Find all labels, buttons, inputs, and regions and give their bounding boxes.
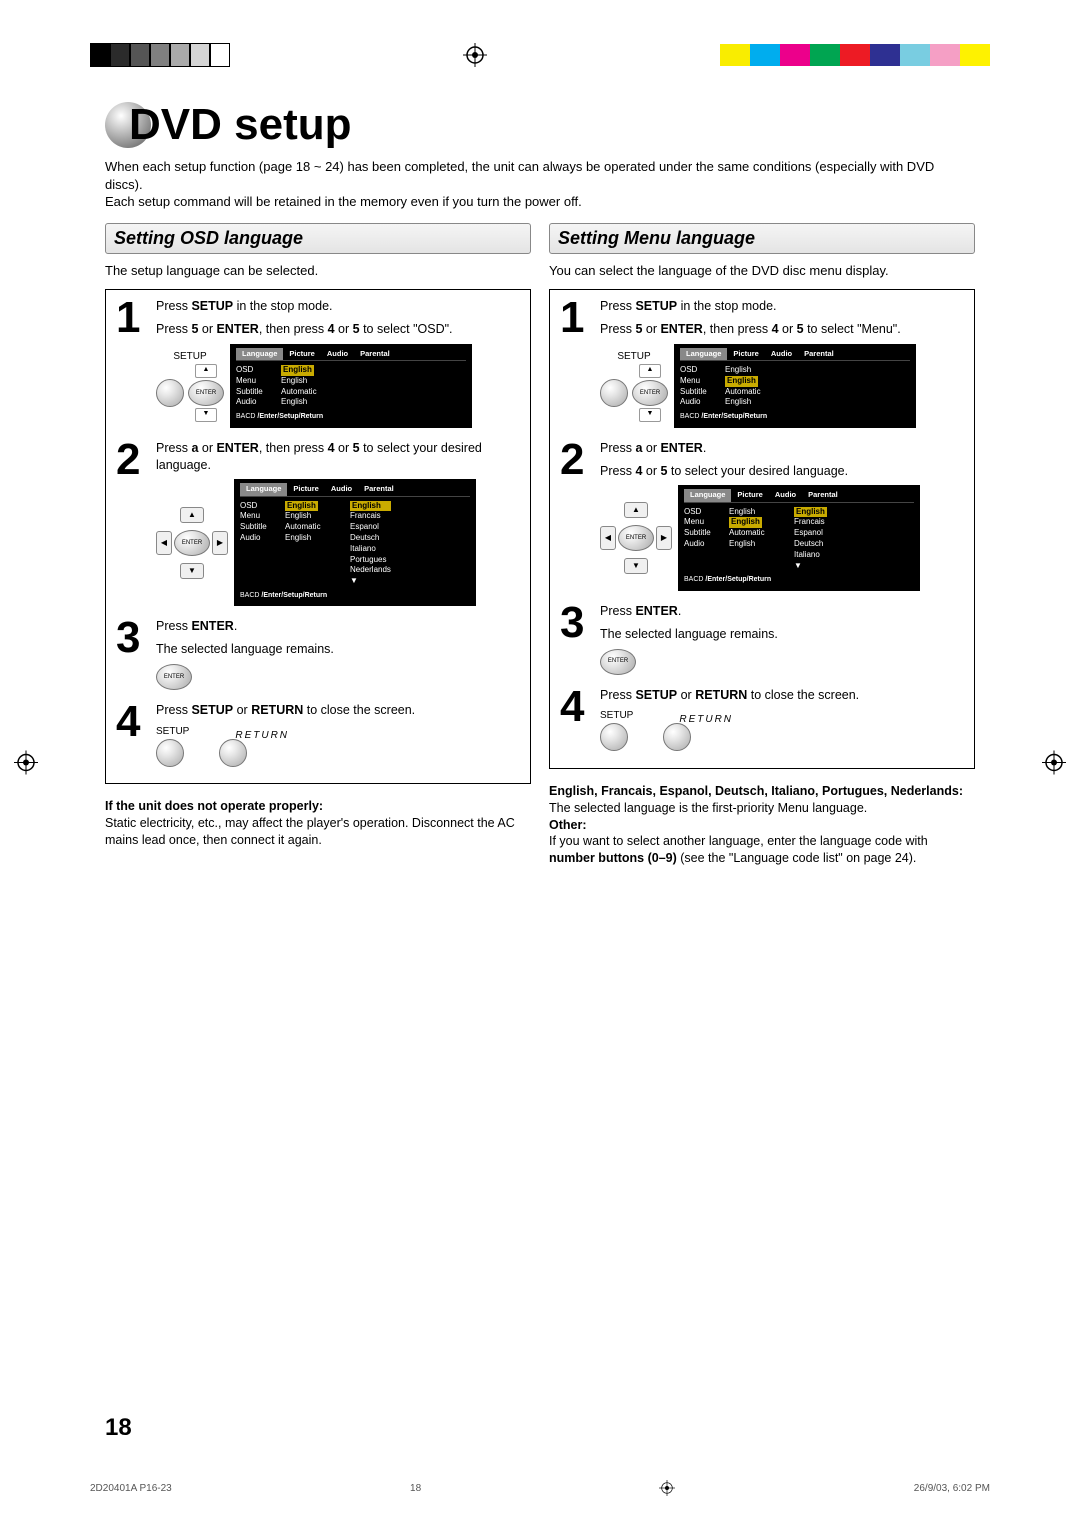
footnote-right: English, Francais, Espanol, Deutsch, Ita… — [549, 783, 975, 867]
registration-mark-top — [463, 43, 487, 67]
step1-line2: Press 5 or ENTER, then press 4 or 5 to s… — [600, 321, 964, 338]
dpad-icon: ▲ ▼ ◀ ▶ ENTER — [600, 502, 672, 574]
section-header-menu: Setting Menu language — [549, 223, 975, 254]
enter-button-icon: ENTER — [632, 380, 668, 406]
step3-line2: The selected language remains. — [600, 626, 964, 643]
step-number: 4 — [116, 702, 156, 771]
footer-meta: 2D20401A P16-23 18 26/9/03, 6:02 PM — [0, 1480, 1080, 1496]
enter-button-icon: ENTER — [188, 380, 224, 406]
setup-button-icon — [156, 379, 184, 407]
return-button-icon — [219, 739, 247, 767]
return-button-icon — [663, 723, 691, 751]
setup-button-icon — [156, 739, 184, 767]
section-sub-menu: You can select the language of the DVD d… — [549, 262, 975, 280]
step2-line1: Press a or ENTER. — [600, 440, 964, 457]
steps-box-menu: 1 Press SETUP in the stop mode. Press 5 … — [549, 289, 975, 769]
intro-text: When each setup function (page 18 ~ 24) … — [105, 158, 975, 211]
step3-line: Press ENTER. — [600, 603, 964, 620]
step4-line: Press SETUP or RETURN to close the scree… — [600, 687, 964, 704]
footer-left: 2D20401A P16-23 — [90, 1483, 172, 1494]
footer-right: 26/9/03, 6:02 PM — [914, 1483, 990, 1494]
page-number: 18 — [105, 1414, 132, 1442]
steps-box-osd: 1 Press SETUP in the stop mode. Press 5 … — [105, 289, 531, 784]
footer-center: 18 — [410, 1483, 421, 1494]
return-label: RETURN — [679, 713, 733, 727]
dpad-icon: ▲ ENTER ▼ — [188, 364, 224, 422]
osd-screen-simple-right: LanguagePictureAudioParentalOSDEnglishMe… — [674, 344, 916, 428]
step-number: 2 — [116, 440, 156, 607]
print-color-bar — [0, 40, 1080, 70]
step1-line1: Press SETUP in the stop mode. — [600, 298, 964, 315]
footnote-left: If the unit does not operate properly: S… — [105, 798, 531, 849]
section-sub-osd: The setup language can be selected. — [105, 262, 531, 280]
registration-mark-right — [1042, 751, 1066, 778]
intro-line-2: Each setup command will be retained in t… — [105, 193, 975, 211]
step4-line: Press SETUP or RETURN to close the scree… — [156, 702, 520, 719]
step3-line2: The selected language remains. — [156, 641, 520, 658]
step1-line2: Press 5 or ENTER, then press 4 or 5 to s… — [156, 321, 520, 338]
step-number: 2 — [560, 440, 600, 591]
registration-mark-left — [14, 751, 38, 778]
step-number: 3 — [116, 618, 156, 690]
setup-label: SETUP — [600, 709, 633, 723]
enter-button-icon: ENTER — [600, 649, 636, 675]
setup-label: SETUP — [156, 350, 224, 364]
osd-screen-expanded-right: LanguagePictureAudioParentalOSDEnglishMe… — [678, 485, 920, 590]
setup-label: SETUP — [156, 725, 189, 739]
enter-button-icon: ENTER — [174, 530, 210, 556]
step-number: 1 — [560, 298, 600, 428]
step-number: 1 — [116, 298, 156, 428]
enter-button-icon: ENTER — [618, 525, 654, 551]
step1-line1: Press SETUP in the stop mode. — [156, 298, 520, 315]
section-header-osd: Setting OSD language — [105, 223, 531, 254]
intro-line-1: When each setup function (page 18 ~ 24) … — [105, 158, 975, 193]
setup-button-icon — [600, 379, 628, 407]
dpad-icon: ▲ ENTER ▼ — [632, 364, 668, 422]
enter-button-icon: ENTER — [156, 664, 192, 690]
osd-screen-expanded-left: LanguagePictureAudioParentalOSDEnglishMe… — [234, 479, 476, 606]
step2-line2: Press 4 or 5 to select your desired lang… — [600, 463, 964, 480]
osd-screen-simple-left: LanguagePictureAudioParentalOSDEnglishMe… — [230, 344, 472, 428]
registration-mark-bottom — [659, 1480, 675, 1496]
step2-line: Press a or ENTER, then press 4 or 5 to s… — [156, 440, 520, 474]
return-label: RETURN — [235, 729, 289, 743]
setup-button-icon — [600, 723, 628, 751]
step3-line: Press ENTER. — [156, 618, 520, 635]
step-number: 4 — [560, 687, 600, 756]
step-number: 3 — [560, 603, 600, 675]
page-title: DVD setup — [129, 100, 351, 150]
dpad-icon: ▲ ▼ ◀ ▶ ENTER — [156, 507, 228, 579]
setup-label: SETUP — [600, 350, 668, 364]
